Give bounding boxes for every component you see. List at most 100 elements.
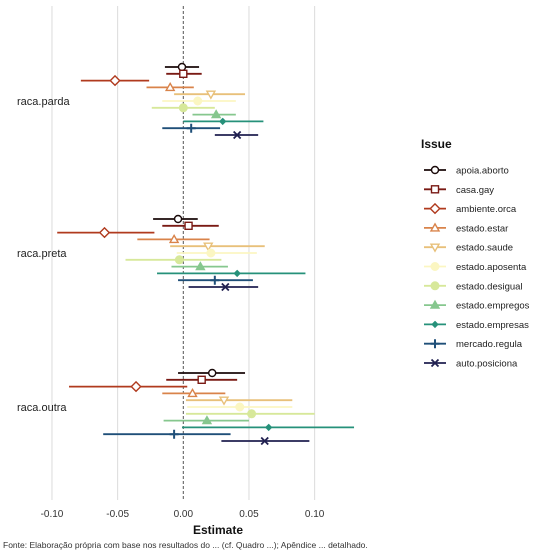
marker-diamond	[431, 320, 439, 329]
category-label: raca.preta	[17, 248, 67, 260]
point-estimate	[188, 282, 259, 292]
marker-diamond	[130, 380, 142, 393]
point-estimate	[176, 248, 257, 258]
marker-x	[233, 130, 242, 140]
marker-circle	[430, 165, 440, 175]
x-tick-label: 0.10	[305, 509, 325, 520]
marker-square	[184, 221, 193, 231]
point-estimate	[183, 117, 264, 126]
marker-diamond	[218, 117, 227, 126]
x-tick-label: 0.05	[239, 509, 259, 520]
legend-label: estado.estar	[456, 223, 508, 234]
legend-item: estado.estar	[424, 222, 508, 234]
point-estimate	[80, 74, 150, 87]
point-estimate	[185, 409, 315, 419]
point-estimate	[164, 62, 200, 72]
point-estimate	[125, 255, 222, 265]
point-estimate	[162, 221, 219, 231]
marker-triangle-up	[201, 415, 213, 425]
category-labels: raca.parda raca.preta raca.outra	[17, 96, 70, 414]
marker-point	[430, 281, 440, 291]
legend-item: estado.aposenta	[424, 262, 527, 273]
x-tick-labels: -0.10 -0.05 0.00 0.05 0.10	[41, 509, 325, 520]
point-estimate	[221, 436, 310, 446]
marker-triangle-up	[164, 81, 176, 92]
legend-item: mercado.regula	[424, 339, 523, 350]
legend-item: ambiente.orca	[424, 202, 517, 215]
marker-x	[221, 282, 230, 292]
x-tick-label: 0.00	[174, 509, 194, 520]
legend-item: estado.empresas	[424, 320, 529, 331]
legend-label: estado.empresas	[456, 320, 529, 331]
marker-triangle-down	[205, 90, 217, 100]
point-estimate	[178, 275, 253, 285]
point-estimate	[178, 368, 246, 378]
marker-plus	[186, 123, 196, 133]
marker-triangle-up	[429, 222, 441, 232]
point-estimate	[214, 130, 259, 140]
category-label: raca.parda	[17, 96, 70, 108]
marker-triangle-up	[210, 109, 222, 119]
point-estimate	[137, 233, 210, 244]
data-marks	[57, 62, 355, 446]
marker-circle	[177, 62, 187, 72]
point-estimate	[57, 226, 155, 239]
marker-diamond	[98, 226, 111, 239]
point-estimate	[103, 429, 231, 439]
legend-label: casa.gay	[456, 185, 494, 196]
point-estimate	[69, 380, 188, 393]
marker-triangle-up	[429, 299, 441, 309]
point-estimate	[146, 81, 194, 92]
marker-diamond	[264, 423, 273, 432]
marker-plus	[169, 429, 179, 439]
legend-title: Issue	[421, 137, 452, 151]
point-estimate	[166, 375, 238, 384]
point-estimate	[192, 109, 236, 119]
marker-diamond	[109, 74, 121, 87]
marker-triangle-down	[203, 242, 214, 252]
legend-label: estado.desigual	[456, 281, 523, 292]
legend-label: apoia.aborto	[456, 166, 509, 177]
legend-label: estado.empregos	[456, 301, 530, 312]
marker-point	[430, 262, 440, 271]
marker-point	[235, 402, 245, 412]
marker-diamond	[233, 269, 241, 278]
marker-plus	[210, 275, 220, 285]
marker-plus	[430, 339, 440, 349]
legend-label: estado.saude	[456, 243, 513, 254]
legend-label: mercado.regula	[456, 339, 523, 350]
marker-x	[260, 436, 269, 446]
point-estimate	[181, 423, 355, 432]
marker-triangle-down	[429, 243, 441, 253]
marker-triangle-up	[195, 261, 206, 271]
marker-triangle-down	[218, 396, 230, 406]
point-estimate	[163, 415, 249, 425]
marker-triangle-up	[187, 387, 198, 398]
point-estimate	[162, 387, 226, 398]
marker-x	[430, 358, 440, 368]
x-tick-label: -0.05	[106, 509, 129, 520]
footer-note: Fonte: Elaboração própria com base nos r…	[3, 540, 368, 550]
point-estimate	[162, 123, 221, 133]
marker-point	[178, 103, 188, 113]
marker-circle	[173, 214, 183, 224]
marker-point	[247, 409, 257, 419]
point-estimate	[162, 96, 236, 106]
legend-label: auto.posiciona	[456, 359, 518, 370]
legend-item: auto.posiciona	[424, 359, 518, 370]
legend-item: estado.desigual	[424, 281, 523, 292]
marker-circle	[207, 368, 217, 378]
marker-triangle-up	[168, 233, 180, 244]
point-estimate	[157, 269, 306, 278]
legend-item: apoia.aborto	[424, 166, 509, 177]
marker-point	[206, 248, 216, 258]
marker-point	[174, 255, 184, 265]
point-estimate	[174, 90, 246, 100]
legend-label: estado.aposenta	[456, 262, 527, 273]
x-axis-title: Estimate	[193, 523, 243, 537]
legend-label: ambiente.orca	[456, 204, 517, 215]
marker-diamond	[429, 202, 441, 215]
x-tick-label: -0.10	[41, 509, 64, 520]
point-estimate	[185, 396, 293, 406]
legend-item: casa.gay	[424, 185, 494, 196]
